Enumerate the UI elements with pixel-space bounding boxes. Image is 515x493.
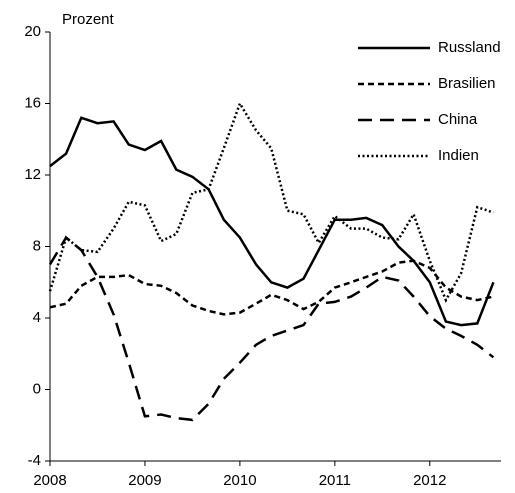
series-line bbox=[49, 116, 495, 327]
y-tick-label: 20 bbox=[24, 23, 41, 40]
legend-label: Indien bbox=[438, 147, 479, 164]
x-tick-label: 2009 bbox=[128, 472, 161, 489]
series-line bbox=[49, 259, 494, 316]
x-tick-label: 2012 bbox=[413, 472, 446, 489]
x-tick-label: 2011 bbox=[319, 472, 351, 489]
x-tick-label: 2010 bbox=[223, 472, 256, 489]
y-tick-label: 16 bbox=[24, 94, 41, 111]
y-tick-label: 8 bbox=[33, 237, 41, 254]
legend-label: Russland bbox=[438, 39, 501, 56]
y-tick-label: 4 bbox=[33, 309, 41, 326]
y-tick-label: -4 bbox=[28, 452, 41, 469]
y-tick-label: 12 bbox=[24, 166, 41, 183]
y-axis-label: Prozent bbox=[62, 11, 115, 28]
series-line bbox=[48, 235, 495, 422]
legend-label: Brasilien bbox=[438, 75, 496, 92]
y-tick-label: 0 bbox=[33, 380, 41, 397]
legend-label: China bbox=[438, 111, 478, 128]
x-tick-label: 2008 bbox=[33, 472, 66, 489]
series-line bbox=[48, 100, 494, 303]
